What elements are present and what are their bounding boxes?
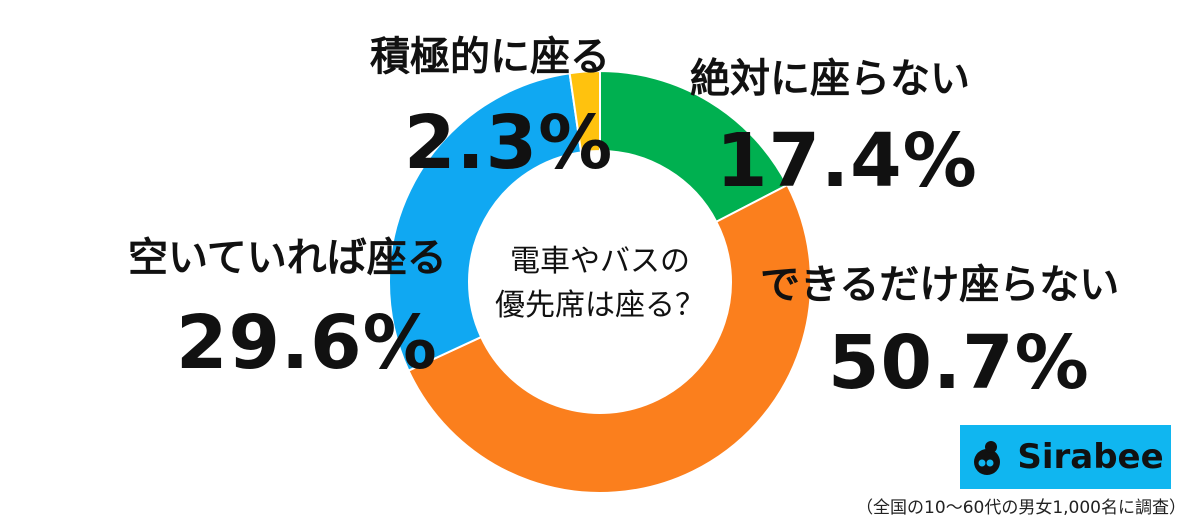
slice-aiteireba <box>388 72 583 372</box>
label-dekirudake: できるだけ座らない <box>760 262 1120 308</box>
sirabee-logo: Sirabee <box>960 425 1171 489</box>
value-dekirudake: 50.7% <box>828 320 1090 406</box>
slice-sekkyokuteki <box>568 69 601 154</box>
center-title-line2: 優先席は座る？ <box>495 288 705 323</box>
slice-dekirudake <box>407 183 812 495</box>
sirabee-logo-icon <box>974 441 1001 475</box>
value-aiteireba: 29.6% <box>176 300 438 386</box>
label-aiteireba: 空いていれば座る <box>128 235 447 281</box>
label-sekkyokuteki: 積極的に座る <box>370 34 610 80</box>
center-title-line1: 電車やバスの <box>510 244 690 279</box>
center-title: 電車やバスの 優先席は座る？ <box>470 240 730 328</box>
sirabee-logo-text: Sirabee <box>1017 437 1164 477</box>
value-zettai: 17.4% <box>716 118 978 204</box>
label-zettai: 絶対に座らない <box>690 56 970 102</box>
survey-note: （全国の10〜60代の男女1,000名に調査） <box>856 498 1186 518</box>
value-sekkyokuteki: 2.3% <box>404 100 614 186</box>
